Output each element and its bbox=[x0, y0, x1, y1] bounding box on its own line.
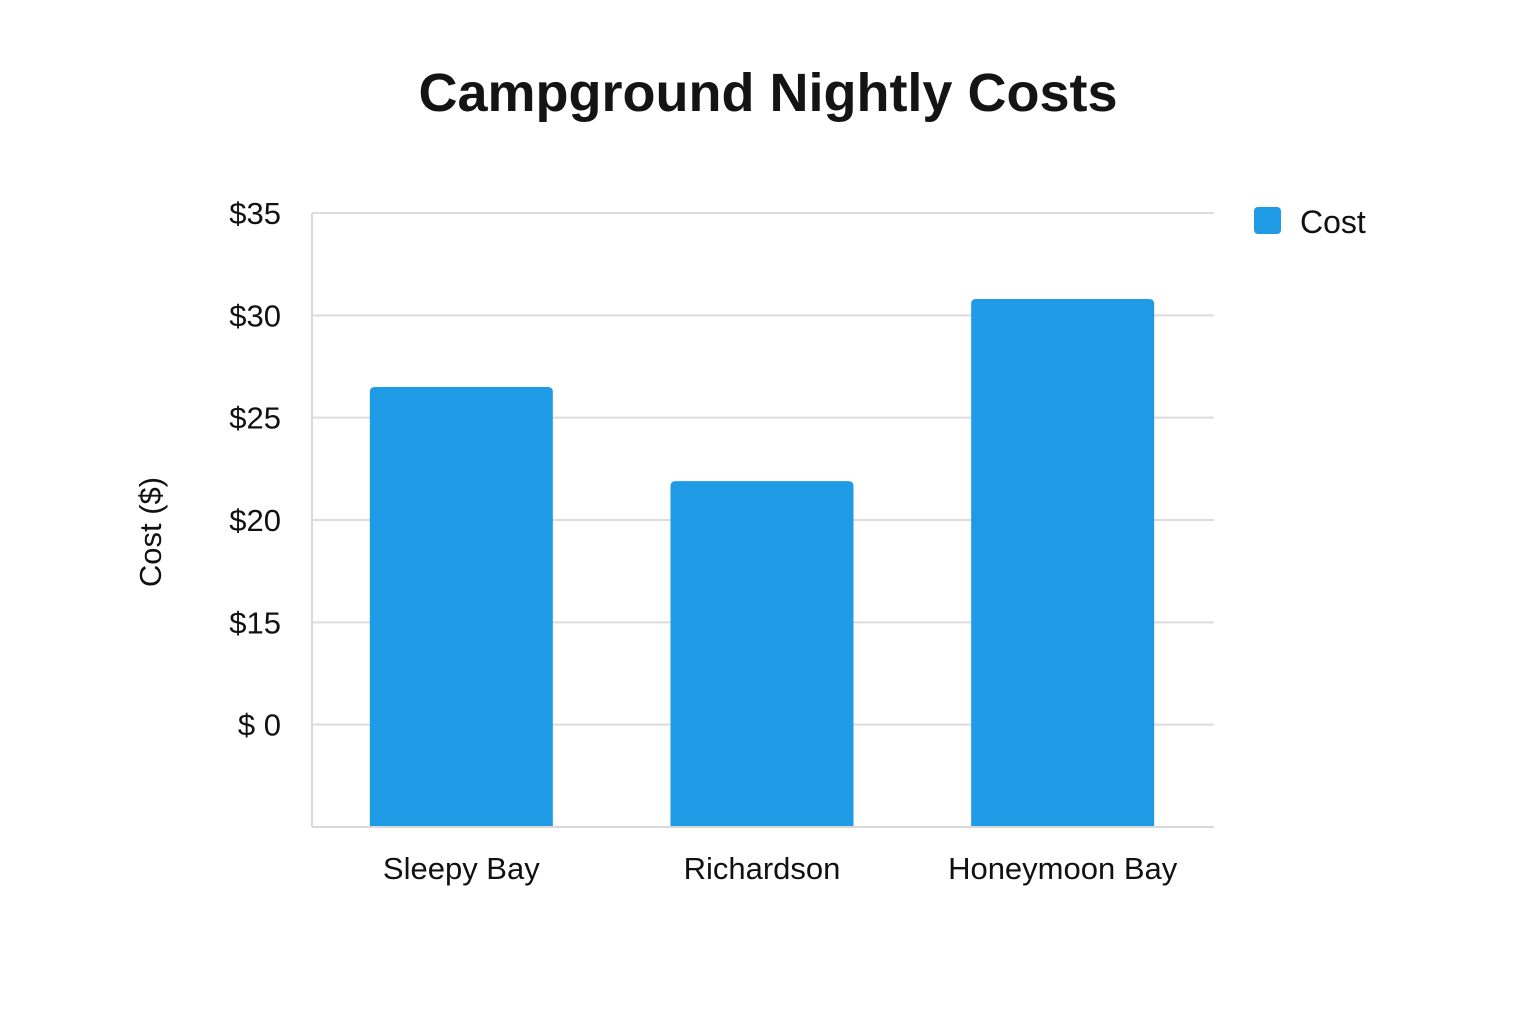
y-tick-label-4: $15 bbox=[229, 605, 281, 640]
x-category-label-0: Sleepy Bay bbox=[383, 851, 540, 886]
y-tick-label-1: $30 bbox=[229, 298, 281, 333]
x-category-label-1: Richardson bbox=[684, 851, 841, 886]
bar-sleepy-bay bbox=[369, 386, 553, 826]
y-tick-label-0: $35 bbox=[229, 196, 281, 231]
legend-label-cost: Cost bbox=[1300, 204, 1366, 240]
y-tick-labels: $35 $30 $25 $20 $15 $ 0 bbox=[229, 196, 281, 743]
bars bbox=[369, 298, 1155, 827]
x-category-labels: Sleepy Bay Richardson Honeymoon Bay bbox=[383, 851, 1178, 886]
legend-swatch bbox=[1254, 207, 1281, 234]
bar-honeymoon-bay bbox=[971, 298, 1155, 827]
legend: Cost bbox=[1254, 204, 1366, 240]
y-tick-label-3: $20 bbox=[229, 503, 281, 538]
chart-title: Campground Nightly Costs bbox=[418, 63, 1118, 123]
y-axis-title: Cost ($) bbox=[133, 477, 168, 587]
axes bbox=[311, 213, 1214, 828]
y-tick-label-5: $ 0 bbox=[238, 708, 281, 743]
bar-richardson bbox=[670, 481, 854, 826]
x-category-label-2: Honeymoon Bay bbox=[948, 851, 1178, 886]
y-tick-label-2: $25 bbox=[229, 401, 281, 436]
